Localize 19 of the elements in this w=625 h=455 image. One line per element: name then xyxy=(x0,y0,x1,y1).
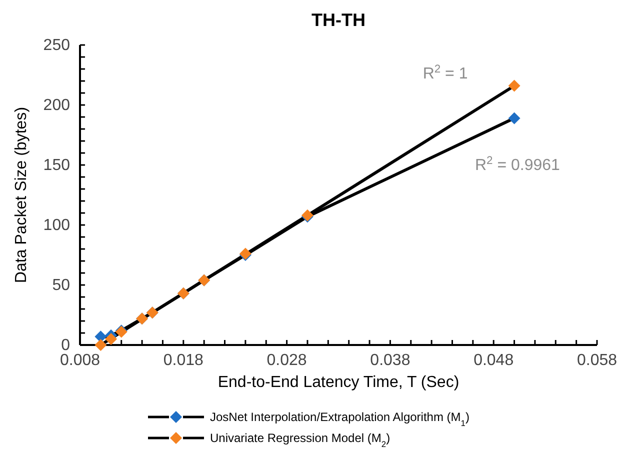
x-tick-label: 0.028 xyxy=(266,352,307,369)
legend-label: JosNet Interpolation/Extrapolation Algorithm (M$_{1}$) xyxy=(210,410,470,428)
x-axis-title: End-to-End Latency Time, T (Sec) xyxy=(218,374,460,391)
chart-title: TH-TH xyxy=(312,10,366,30)
y-tick-label: 100 xyxy=(43,217,70,234)
x-tick-label: 0.058 xyxy=(576,352,618,369)
annotation: R$^{2}$ = 0.9961 xyxy=(474,154,560,174)
x-tick-label: 0.018 xyxy=(163,352,204,369)
legend-label: Univariate Regression Model (M$_{2}$) xyxy=(210,431,390,449)
x-tick-label: 0.008 xyxy=(60,352,100,369)
y-tick-label: 0 xyxy=(61,337,70,354)
x-tick-label: 0.048 xyxy=(474,352,514,369)
annotation: R$^{2}$ = 1 xyxy=(422,64,468,83)
y-tick-label: 150 xyxy=(43,157,70,174)
y-tick-label: 200 xyxy=(43,97,70,114)
x-tick-label: 0.038 xyxy=(370,352,410,369)
y-axis-title: Data Packet Size (bytes) xyxy=(13,106,30,284)
y-tick-label: 250 xyxy=(43,37,70,54)
y-tick-label: 50 xyxy=(52,277,70,294)
